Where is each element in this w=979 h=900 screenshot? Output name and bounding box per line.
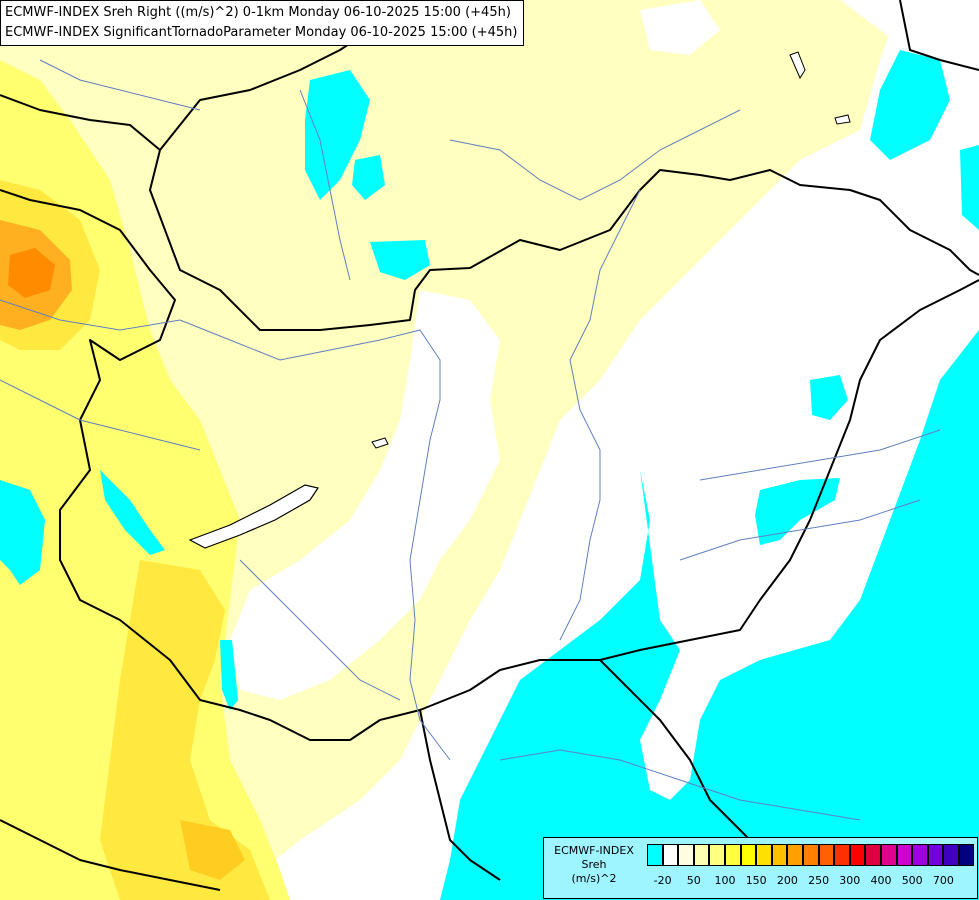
river-west-1 (0, 379, 201, 451)
river-west-2 (0, 299, 181, 331)
lake-small-3 (834, 114, 851, 125)
shear-field-cyan-west-strip (220, 640, 238, 710)
legend-swatch (709, 844, 725, 866)
map-title-box: ECMWF-INDEX Sreh Right ((m/s)^2) 0-1km M… (0, 0, 525, 46)
shear-field-cyan-east-edge (960, 145, 979, 230)
border-south (419, 709, 501, 881)
legend-swatch (771, 844, 788, 866)
legend-swatch (787, 844, 803, 866)
legend-swatch (896, 844, 913, 866)
legend-source: ECMWF-INDEX (554, 844, 634, 857)
shear-field-cyan-west-band (100, 470, 165, 555)
map-title-line-1: ECMWF-INDEX Sreh Right ((m/s)^2) 0-1km M… (5, 5, 511, 20)
legend-swatch (802, 844, 819, 866)
shear-field-cyan-north (305, 70, 370, 200)
river-north-2 (299, 89, 351, 281)
shear-field-cyan-mid-east (810, 375, 848, 420)
border-east-upper (899, 0, 979, 71)
legend-swatch (740, 844, 757, 866)
legend-tick-label: 700 (932, 874, 954, 887)
shear-field-cyan-west (0, 480, 45, 585)
legend: ECMWF-INDEX Sreh (m/s)^2 -20 50 100 150 200 2… (543, 837, 978, 899)
shear-field-white-center (230, 290, 500, 700)
legend-ticks: -20 50 100 150 200 250 300 400 500 700 (647, 874, 977, 890)
legend-tick-label: 50 (686, 874, 701, 887)
shear-field-white-spot (640, 0, 720, 55)
rivers (0, 59, 941, 821)
river-tisza (559, 189, 641, 641)
legend-swatch (834, 844, 850, 866)
legend-tick-label: 250 (808, 874, 830, 887)
map-title-line-2: ECMWF-INDEX SignificantTornadoParameter … (5, 25, 518, 40)
legend-tick-label: -20 (653, 874, 672, 887)
legend-swatch (662, 844, 679, 866)
river-north-1 (449, 109, 741, 201)
river-south-1 (239, 559, 401, 701)
legend-swatch (849, 844, 866, 866)
border-west (0, 189, 979, 741)
lake-small-1 (371, 437, 389, 449)
legend-swatch (912, 844, 928, 866)
legend-swatch (958, 844, 975, 866)
legend-tick-label: 150 (745, 874, 767, 887)
shear-field-orange-south (180, 820, 245, 880)
shear-field-cyan-northeast (870, 50, 950, 160)
river-east-2 (679, 499, 921, 561)
river-south-2 (499, 749, 861, 821)
legend-swatches (647, 844, 975, 866)
legend-swatch (647, 844, 663, 866)
legend-swatch (818, 844, 835, 866)
legend-variable: Sreh (581, 858, 607, 871)
shear-field-pale-northeast (540, 0, 840, 200)
legend-swatch (724, 844, 741, 866)
legend-swatch (756, 844, 772, 866)
river-east-1 (699, 429, 941, 481)
legend-swatch (880, 844, 897, 866)
shear-field-cyan-southeast (440, 330, 979, 900)
legend-tick-label: 300 (839, 874, 861, 887)
river-nw (39, 59, 201, 111)
legend-swatch (693, 844, 710, 866)
legend-text: ECMWF-INDEX Sreh (m/s)^2 (544, 844, 644, 886)
river-danube (179, 319, 451, 761)
legend-tick-label: 200 (776, 874, 798, 887)
shear-field-cyan-north-3 (370, 240, 430, 280)
legend-tick-label: 100 (714, 874, 736, 887)
legend-swatch (927, 844, 944, 866)
lake-balaton (188, 484, 319, 549)
legend-unit: (m/s)^2 (571, 872, 617, 885)
legend-swatch (678, 844, 694, 866)
shear-field-cyan-east-band (755, 478, 840, 545)
border-north (0, 94, 979, 331)
legend-swatch (865, 844, 881, 866)
shear-field-orange-peak (8, 248, 55, 298)
shear-field-cyan-north-2 (352, 155, 385, 200)
legend-tick-label: 500 (901, 874, 923, 887)
border-southeast (599, 659, 771, 861)
lake-small-2 (789, 51, 806, 80)
shear-field-yellow-sw (100, 560, 270, 900)
legend-tick-label: 400 (870, 874, 892, 887)
border-sw (0, 819, 221, 891)
legend-swatch (943, 844, 959, 866)
